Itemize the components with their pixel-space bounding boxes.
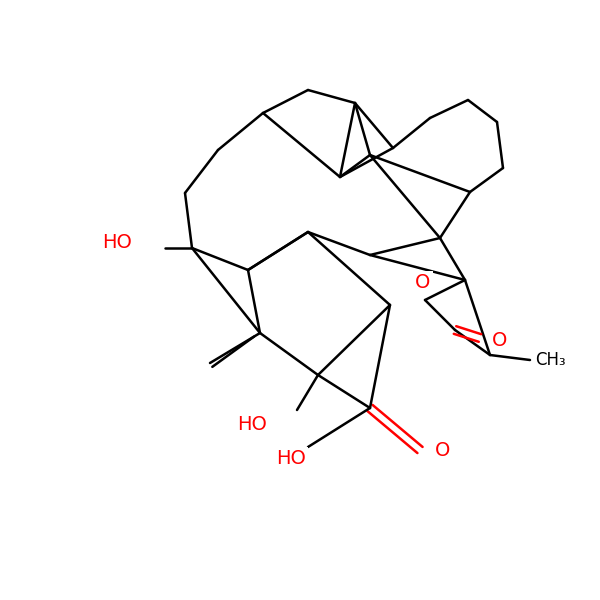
- Text: HO: HO: [276, 449, 306, 468]
- Text: O: O: [492, 331, 508, 349]
- Text: O: O: [435, 440, 451, 460]
- Text: O: O: [415, 273, 431, 292]
- Text: HO: HO: [237, 415, 267, 434]
- Text: HO: HO: [102, 232, 132, 251]
- Text: CH₃: CH₃: [535, 351, 566, 369]
